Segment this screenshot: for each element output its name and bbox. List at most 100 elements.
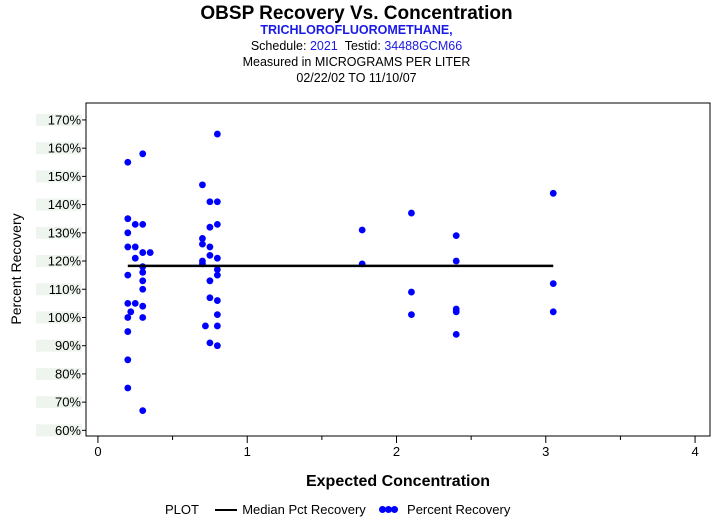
legend-median-swatch xyxy=(214,508,237,511)
data-point-31 xyxy=(202,322,209,330)
data-point-5 xyxy=(124,299,132,307)
data-point-45 xyxy=(213,297,221,304)
data-point-16 xyxy=(139,220,147,228)
y-tick-bg-90 xyxy=(36,339,82,352)
testid-label: Testid: xyxy=(344,39,381,53)
data-point-24 xyxy=(139,407,147,415)
data-point-10 xyxy=(127,308,135,316)
schedule-value: 2021 xyxy=(309,39,338,53)
data-point-15 xyxy=(139,150,147,158)
y-tick-bg-170 xyxy=(36,113,82,126)
data-point-47 xyxy=(213,322,221,330)
data-point-34 xyxy=(206,243,214,251)
y-tick-bg-130 xyxy=(36,226,82,239)
data-point-7 xyxy=(124,328,132,335)
measured-units: Measured in MICROGRAMS PER LITER xyxy=(242,55,471,69)
data-point-32 xyxy=(206,198,214,206)
y-tick-label-110: 110% xyxy=(49,282,82,297)
data-point-8 xyxy=(124,356,132,364)
data-point-23 xyxy=(139,314,147,321)
y-tick-bg-100 xyxy=(36,311,82,324)
data-point-44 xyxy=(213,271,221,279)
data-point-21 xyxy=(139,285,147,293)
data-point-49 xyxy=(358,226,366,234)
data-point-61 xyxy=(549,308,557,316)
y-tick-bg-70 xyxy=(36,396,82,409)
y-tick-bg-110 xyxy=(36,283,82,296)
data-point-48 xyxy=(213,342,221,350)
data-point-3 xyxy=(124,243,132,251)
data-point-19 xyxy=(139,268,147,276)
x-axis: 0 1 2 3 4 xyxy=(94,436,699,459)
data-point-58 xyxy=(452,331,460,338)
data-point-12 xyxy=(131,243,139,251)
schedule-label: Schedule: xyxy=(250,39,307,53)
testid-value: 34488GCM66 xyxy=(384,39,463,53)
data-point-36 xyxy=(206,277,214,285)
data-point-54 xyxy=(452,232,460,240)
x-axis-title: Expected Concentration xyxy=(306,473,490,490)
x-tick-label-3: 3 xyxy=(542,444,549,459)
plot-area xyxy=(85,102,711,437)
data-point-53 xyxy=(408,311,415,319)
y-tick-label-80: 80% xyxy=(55,366,81,381)
data-point-51 xyxy=(408,209,415,217)
legend-median-label: Median Pct Recovery xyxy=(242,502,366,518)
data-point-0 xyxy=(124,158,132,166)
data-point-17 xyxy=(139,249,147,256)
x-tick-label-0: 0 xyxy=(94,444,101,459)
data-point-1 xyxy=(124,215,132,223)
data-point-20 xyxy=(139,277,147,285)
data-point-41 xyxy=(213,220,221,228)
data-point-11 xyxy=(131,220,139,228)
y-axis-title: Percent Recovery xyxy=(8,213,24,324)
y-tick-bg-120 xyxy=(36,255,82,268)
y-tick-label-60: 60% xyxy=(55,423,81,438)
data-point-25 xyxy=(146,249,154,256)
data-point-4 xyxy=(124,271,132,279)
data-point-35 xyxy=(206,251,214,259)
data-point-13 xyxy=(131,254,139,262)
legend: PLOT Median Pct Recovery Percent Recover… xyxy=(165,501,510,517)
schedule-line: Schedule: 2021 Testid: 34488GCM66 xyxy=(0,39,713,53)
y-axis: 60% 70% 80% 90% 100% 110% 120% 130% 140% 150% 160%… xyxy=(36,112,86,438)
data-point-6 xyxy=(124,314,132,321)
data-points xyxy=(124,130,557,415)
data-point-27 xyxy=(199,235,206,242)
y-tick-label-120: 120% xyxy=(48,254,82,269)
legend-points-label: Percent Recovery xyxy=(407,502,511,518)
data-point-22 xyxy=(139,302,147,310)
data-point-9 xyxy=(124,384,132,392)
legend-title: PLOT xyxy=(165,502,199,518)
data-point-60 xyxy=(549,280,557,288)
y-tick-bg-80 xyxy=(36,367,82,380)
data-point-26 xyxy=(199,181,206,189)
data-point-57 xyxy=(452,308,460,316)
data-point-39 xyxy=(213,130,221,138)
data-point-37 xyxy=(206,294,214,302)
data-point-55 xyxy=(452,257,460,265)
data-point-46 xyxy=(213,311,221,319)
y-tick-label-70: 70% xyxy=(55,395,81,410)
data-point-14 xyxy=(131,299,139,307)
y-tick-bg-140 xyxy=(36,198,82,211)
y-tick-bg-60 xyxy=(36,424,82,437)
data-point-40 xyxy=(213,198,221,206)
x-tick-label-4: 4 xyxy=(691,444,698,459)
y-tick-label-90: 90% xyxy=(55,338,81,353)
y-tick-label-160: 160% xyxy=(48,141,82,156)
x-tick-label-1: 1 xyxy=(244,444,251,459)
data-point-38 xyxy=(206,339,214,347)
y-tick-label-100: 100% xyxy=(48,310,82,325)
y-tick-label-140: 140% xyxy=(48,197,82,212)
data-point-59 xyxy=(549,189,557,197)
date-range: 02/22/02 TO 11/10/07 xyxy=(296,71,417,85)
data-point-52 xyxy=(408,288,415,296)
x-tick-label-2: 2 xyxy=(393,444,400,459)
y-tick-bg-150 xyxy=(36,170,82,183)
y-tick-bg-160 xyxy=(36,142,82,155)
y-tick-label-150: 150% xyxy=(48,169,82,184)
data-point-2 xyxy=(124,229,132,237)
data-point-42 xyxy=(213,254,221,262)
